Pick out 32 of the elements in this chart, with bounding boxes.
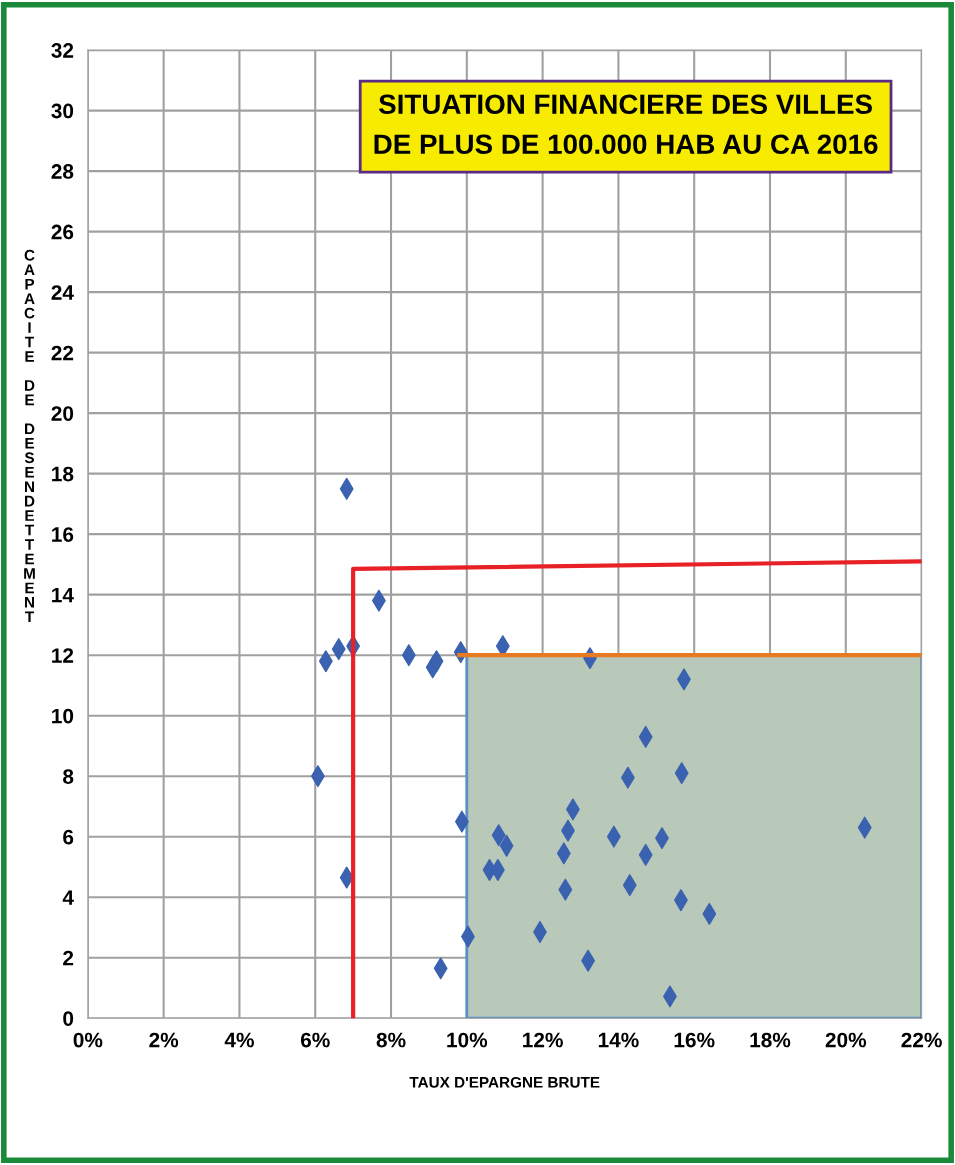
y-tick-label: 30 [51,103,74,119]
y-tick-label: 14 [52,587,74,603]
y-tick-label: 16 [52,527,74,542]
y-tick-label: 18 [52,466,74,482]
text: CAPACITE DE DESENDETTEMENT [24,249,35,623]
x-tick-label: 18% [750,1032,791,1048]
x-tick-label: 4% [224,1032,254,1048]
x-tick-label: 2% [149,1032,179,1048]
y-tick-label: 10 [52,708,74,724]
x-tick-label: 20% [825,1032,867,1048]
x-tick-label: 10% [447,1032,488,1048]
x-tick-label: 22% [901,1032,942,1048]
y-tick-label: 2 [63,950,74,966]
y-tick-label: 24 [51,285,74,300]
y-tick-label: 6 [63,829,74,845]
y-tick-label: 0 [63,1011,74,1026]
text: SITUATION FINANCIERE DES VILLES DE PLUS DE 100.000 HAB AU CA 2016 [374,94,878,155]
y-tick-label: 26 [51,224,74,240]
x-tick-label: 14% [598,1032,639,1048]
y-tick-label: 20 [51,406,74,421]
y-tick-label: 22 [51,345,74,361]
y-tick-label: 28 [51,164,74,179]
x-tick-label: 16% [674,1032,715,1048]
y-tick-label: 32 [51,43,74,58]
y-tick-label: 4 [62,890,74,905]
x-tick-label: 12% [523,1032,563,1048]
y-tick-label: 12 [52,648,74,663]
y-tick-label: 8 [63,769,74,784]
x-tick-label: 8% [376,1032,406,1048]
x-axis-title: TAUX D'EPARGNE BRUTE [409,1076,600,1088]
x-tick-label: 6% [300,1032,330,1048]
x-tick-label: 0% [73,1032,103,1048]
